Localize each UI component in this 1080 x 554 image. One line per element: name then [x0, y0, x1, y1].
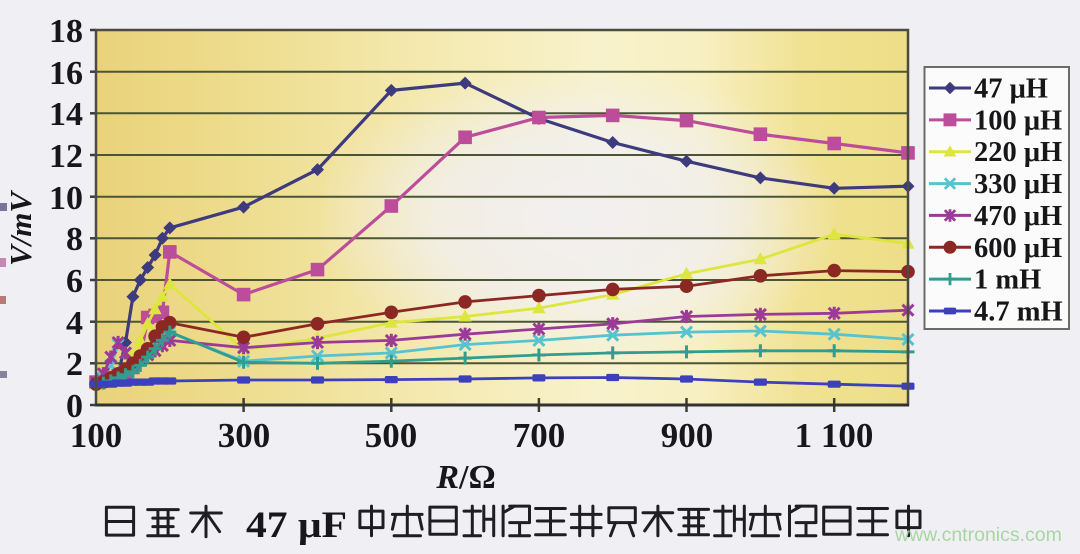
svg-text:220 μH: 220 μH: [974, 137, 1062, 168]
svg-text:47 μF: 47 μF: [246, 505, 347, 546]
svg-text:900: 900: [661, 416, 714, 455]
svg-text:2: 2: [66, 346, 83, 383]
svg-text:470 μH: 470 μH: [974, 201, 1062, 232]
svg-text:4: 4: [66, 305, 83, 342]
svg-text:16: 16: [49, 55, 83, 92]
svg-text:47 μH: 47 μH: [974, 74, 1048, 105]
svg-text:100 μH: 100 μH: [974, 105, 1062, 136]
svg-text:14: 14: [49, 96, 83, 133]
svg-text:R/Ω: R/Ω: [435, 459, 495, 496]
svg-text:www.cntronics.com: www.cntronics.com: [894, 524, 1062, 546]
svg-text:1 100: 1 100: [795, 416, 874, 455]
svg-text:1 mH: 1 mH: [974, 265, 1041, 296]
svg-text:8: 8: [66, 221, 83, 258]
svg-text:600 μH: 600 μH: [974, 233, 1062, 264]
svg-text:10: 10: [49, 180, 83, 217]
svg-text:0: 0: [66, 388, 83, 425]
svg-text:330 μH: 330 μH: [974, 169, 1062, 200]
svg-text:700: 700: [513, 416, 566, 455]
svg-text:4.7 mH: 4.7 mH: [974, 297, 1063, 328]
svg-text:100: 100: [70, 416, 123, 455]
svg-text:300: 300: [218, 416, 271, 455]
svg-text:500: 500: [365, 416, 418, 455]
svg-text:18: 18: [49, 13, 83, 50]
svg-text:6: 6: [66, 263, 83, 300]
svg-text:12: 12: [49, 138, 83, 175]
svg-text:V/mV: V/mV: [3, 190, 38, 266]
